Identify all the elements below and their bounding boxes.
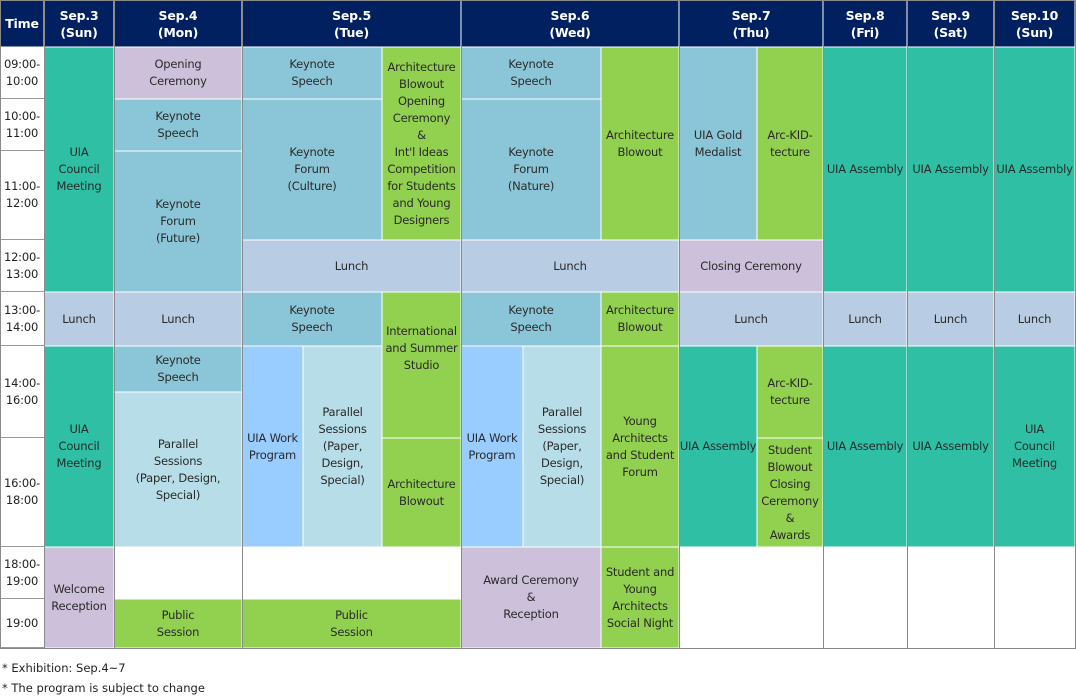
event-keynote-speech: Keynote Speech bbox=[461, 47, 601, 99]
column-divider bbox=[242, 0, 243, 649]
event-keynote-forum-future: Keynote Forum (Future) bbox=[114, 151, 242, 292]
header-day: Sep.10 (Sun) bbox=[994, 0, 1075, 47]
event-keynote-speech: Keynote Speech bbox=[114, 99, 242, 151]
header-day: Sep.9 (Sat) bbox=[907, 0, 994, 47]
event-architecture-blowout: Architecture Blowout bbox=[382, 438, 461, 547]
event-opening-ceremony: Opening Ceremony bbox=[114, 47, 242, 99]
event-keynote-speech: Keynote Speech bbox=[461, 292, 601, 346]
header-day: Sep.8 (Fri) bbox=[823, 0, 907, 47]
time-slot-label: 10:00- 11:00 bbox=[0, 99, 44, 151]
event-uia-council-meeting: UIA Council Meeting bbox=[44, 47, 114, 292]
empty-slot bbox=[114, 547, 242, 599]
event-uia-assembly: UIA Assembly bbox=[823, 346, 907, 547]
header-day: Sep.3 (Sun) bbox=[44, 0, 114, 47]
event-lunch: Lunch bbox=[994, 292, 1075, 346]
event-uia-work-program: UIA Work Program bbox=[461, 346, 523, 547]
event-lunch: Lunch bbox=[679, 292, 823, 346]
event-international-and-summer-studio: International and Summer Studio bbox=[382, 292, 461, 438]
time-slot-label: 16:00- 18:00 bbox=[0, 438, 44, 547]
event-lunch: Lunch bbox=[907, 292, 994, 346]
note-exhibition: * Exhibition: Sep.4~7 bbox=[2, 661, 126, 675]
time-slot-label: 13:00- 14:00 bbox=[0, 292, 44, 346]
note-subject-to-change: * The program is subject to change bbox=[2, 681, 205, 695]
column-divider bbox=[461, 0, 462, 649]
event-public-session: Public Session bbox=[114, 599, 242, 648]
event-uia-assembly: UIA Assembly bbox=[823, 47, 907, 292]
column-divider bbox=[994, 0, 995, 649]
event-uia-council-meeting: UIA Council Meeting bbox=[994, 346, 1075, 547]
event-parallel-sessions-paper-design-special: Parallel Sessions (Paper, Design, Specia… bbox=[303, 346, 382, 547]
empty-slot bbox=[907, 547, 994, 648]
time-slot-label: 19:00 bbox=[0, 599, 44, 648]
event-award-ceremony-reception: Award Ceremony & Reception bbox=[461, 547, 601, 648]
column-divider bbox=[114, 0, 115, 649]
event-welcome-reception: Welcome Reception bbox=[44, 547, 114, 648]
event-keynote-speech: Keynote Speech bbox=[242, 292, 382, 346]
event-student-and-young-architects-social-night: Student and Young Architects Social Nigh… bbox=[601, 547, 679, 648]
event-keynote-speech: Keynote Speech bbox=[114, 346, 242, 392]
time-slot-label: 11:00- 12:00 bbox=[0, 151, 44, 240]
event-parallel-sessions-paper-design-special: Parallel Sessions (Paper, Design, Specia… bbox=[523, 346, 601, 547]
table-bottom-border bbox=[0, 648, 1076, 649]
event-closing-ceremony: Closing Ceremony bbox=[679, 240, 823, 292]
time-slot-label: 09:00- 10:00 bbox=[0, 47, 44, 99]
event-keynote-speech: Keynote Speech bbox=[242, 47, 382, 99]
event-uia-assembly: UIA Assembly bbox=[907, 47, 994, 292]
event-uia-council-meeting: UIA Council Meeting bbox=[44, 346, 114, 547]
empty-slot bbox=[242, 547, 461, 599]
event-arc-kid-tecture: Arc-KID- tecture bbox=[757, 47, 823, 240]
time-slot-label: 18:00- 19:00 bbox=[0, 547, 44, 599]
event-architecture-blowout-opening-ceremony-int-l-ideas-competition-for-students-and-young-designers: Architecture Blowout Opening Ceremony & … bbox=[382, 47, 461, 240]
empty-slot bbox=[823, 547, 907, 648]
event-parallel-sessions-paper-design-special: Parallel Sessions (Paper, Design, Specia… bbox=[114, 392, 242, 547]
event-student-blowout-closing-ceremony-awards: Student Blowout Closing Ceremony & Award… bbox=[757, 438, 823, 547]
column-divider bbox=[823, 0, 824, 649]
event-lunch: Lunch bbox=[44, 292, 114, 346]
event-uia-assembly: UIA Assembly bbox=[679, 346, 757, 547]
time-slot-label: 12:00- 13:00 bbox=[0, 240, 44, 292]
header-day: Sep.7 (Thu) bbox=[679, 0, 823, 47]
column-divider bbox=[679, 0, 680, 649]
event-keynote-forum-nature: Keynote Forum (Nature) bbox=[461, 99, 601, 240]
event-lunch: Lunch bbox=[823, 292, 907, 346]
event-architecture-blowout: Architecture Blowout bbox=[601, 292, 679, 346]
event-public-session: Public Session bbox=[242, 599, 461, 648]
schedule-table: Time Sep.3 (Sun) Sep.4 (Mon) Sep.5 (Tue) Sep… bbox=[0, 0, 1076, 649]
empty-slot bbox=[679, 547, 823, 648]
event-lunch: Lunch bbox=[461, 240, 679, 292]
event-architecture-blowout: Architecture Blowout bbox=[601, 47, 679, 240]
event-uia-assembly: UIA Assembly bbox=[907, 346, 994, 547]
header-day: Sep.5 (Tue) bbox=[242, 0, 461, 47]
header-day: Sep.6 (Wed) bbox=[461, 0, 679, 47]
column-divider bbox=[907, 0, 908, 649]
column-divider bbox=[0, 0, 1, 649]
event-lunch: Lunch bbox=[114, 292, 242, 346]
event-arc-kid-tecture: Arc-KID- tecture bbox=[757, 346, 823, 438]
table-top-border bbox=[0, 0, 1076, 1]
event-uia-gold-medalist: UIA Gold Medalist bbox=[679, 47, 757, 240]
empty-slot bbox=[994, 547, 1075, 648]
time-slot-label: 14:00- 16:00 bbox=[0, 346, 44, 438]
header-time: Time bbox=[0, 0, 44, 47]
header-day: Sep.4 (Mon) bbox=[114, 0, 242, 47]
event-uia-work-program: UIA Work Program bbox=[242, 346, 303, 547]
event-keynote-forum-culture: Keynote Forum (Culture) bbox=[242, 99, 382, 240]
event-lunch: Lunch bbox=[242, 240, 461, 292]
event-young-architects-and-student-forum: Young Architects and Student Forum bbox=[601, 346, 679, 547]
column-divider bbox=[44, 0, 45, 649]
event-uia-assembly: UIA Assembly bbox=[994, 47, 1075, 292]
